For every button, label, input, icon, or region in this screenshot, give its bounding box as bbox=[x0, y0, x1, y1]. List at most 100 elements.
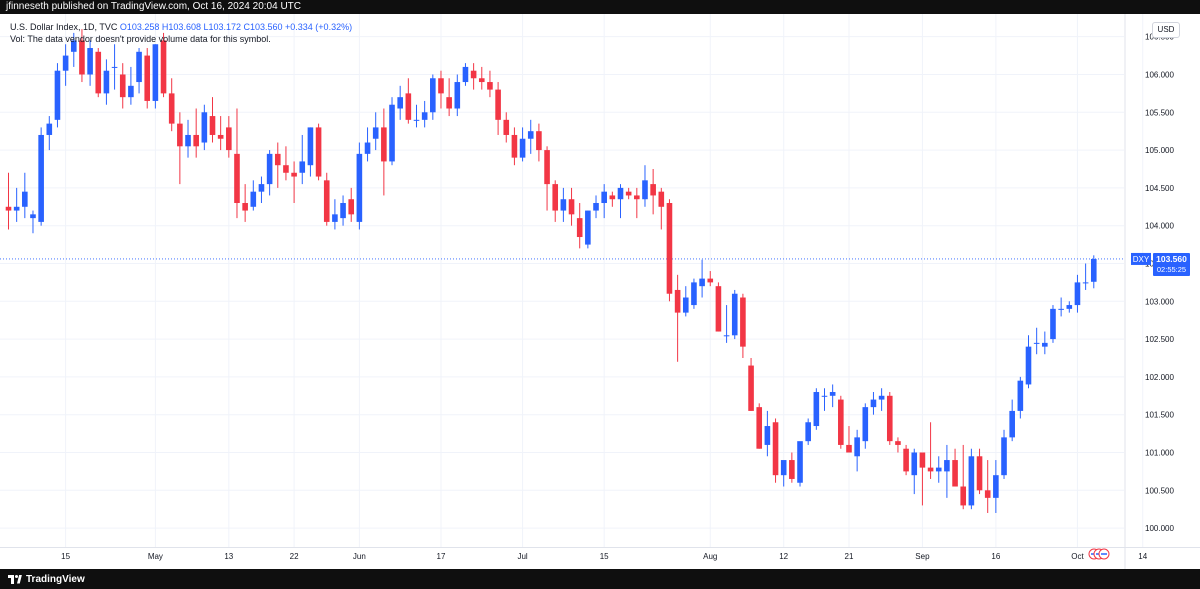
candle-body[interactable] bbox=[193, 134, 199, 147]
candle-body[interactable] bbox=[430, 78, 436, 113]
candle-body[interactable] bbox=[976, 456, 983, 491]
candle-body[interactable] bbox=[789, 460, 795, 479]
candle-body[interactable] bbox=[217, 134, 224, 139]
candle-body[interactable] bbox=[723, 335, 730, 337]
candle-body[interactable] bbox=[519, 138, 526, 158]
candle-body[interactable] bbox=[634, 195, 640, 200]
candle-body[interactable] bbox=[5, 206, 12, 211]
candle-body[interactable] bbox=[128, 85, 134, 98]
candle-body[interactable] bbox=[642, 180, 648, 200]
candle-body[interactable] bbox=[797, 441, 803, 483]
candle-body[interactable] bbox=[838, 399, 844, 445]
candle-body[interactable] bbox=[1050, 308, 1056, 340]
candle-body[interactable] bbox=[674, 289, 681, 313]
candle-body[interactable] bbox=[209, 116, 216, 135]
candle-body[interactable] bbox=[968, 456, 975, 506]
candle-body[interactable] bbox=[405, 93, 412, 120]
candle-body[interactable] bbox=[1066, 305, 1073, 309]
candle-body[interactable] bbox=[381, 127, 387, 162]
candle-body[interactable] bbox=[299, 161, 306, 173]
candle-body[interactable] bbox=[111, 66, 118, 68]
candle-body[interactable] bbox=[601, 191, 607, 204]
candle-body[interactable] bbox=[372, 127, 379, 139]
candle-body[interactable] bbox=[168, 93, 175, 124]
candle-body[interactable] bbox=[854, 437, 860, 457]
candle-body[interactable] bbox=[560, 199, 567, 211]
candle-body[interactable] bbox=[332, 214, 338, 222]
candle-body[interactable] bbox=[699, 278, 705, 287]
candle-body[interactable] bbox=[715, 286, 722, 332]
candle-body[interactable] bbox=[62, 55, 69, 71]
candle-body[interactable] bbox=[470, 70, 477, 79]
candle-body[interactable] bbox=[234, 153, 240, 204]
candle-body[interactable] bbox=[30, 214, 36, 219]
candle-body[interactable] bbox=[258, 184, 265, 192]
candle-body[interactable] bbox=[593, 203, 599, 211]
candle-body[interactable] bbox=[185, 134, 191, 147]
candle-body[interactable] bbox=[177, 123, 183, 147]
candle-body[interactable] bbox=[478, 78, 485, 83]
candle-body[interactable] bbox=[813, 392, 820, 427]
candle-body[interactable] bbox=[291, 172, 297, 177]
candle-body[interactable] bbox=[54, 70, 61, 120]
symbol-legend[interactable]: U.S. Dollar Index, 1D, TVC O103.258 H103… bbox=[10, 22, 352, 32]
candle-body[interactable] bbox=[1033, 342, 1040, 344]
candle-body[interactable] bbox=[658, 191, 665, 207]
candle-body[interactable] bbox=[919, 452, 926, 468]
candle-body[interactable] bbox=[870, 399, 877, 408]
candle-body[interactable] bbox=[144, 55, 151, 101]
candle-body[interactable] bbox=[22, 191, 28, 207]
candle-body[interactable] bbox=[70, 40, 77, 52]
candle-body[interactable] bbox=[878, 395, 885, 400]
candle-body[interactable] bbox=[895, 441, 901, 445]
candle-body[interactable] bbox=[323, 180, 330, 222]
candle-body[interactable] bbox=[1009, 410, 1015, 438]
candle-body[interactable] bbox=[740, 297, 746, 347]
candle-body[interactable] bbox=[201, 112, 208, 143]
candle-body[interactable] bbox=[511, 134, 518, 158]
candle-body[interactable] bbox=[536, 131, 542, 151]
candle-body[interactable] bbox=[576, 218, 583, 238]
candle-body[interactable] bbox=[748, 365, 754, 411]
candle-body[interactable] bbox=[862, 407, 869, 442]
candle-body[interactable] bbox=[821, 395, 828, 397]
candle-body[interactable] bbox=[454, 82, 461, 109]
candle-body[interactable] bbox=[829, 392, 836, 396]
candle-body[interactable] bbox=[666, 203, 673, 294]
candle-body[interactable] bbox=[119, 74, 126, 98]
candle-body[interactable] bbox=[927, 467, 934, 472]
candle-body[interactable] bbox=[993, 475, 999, 498]
candle-body[interactable] bbox=[438, 78, 444, 94]
candle-body[interactable] bbox=[609, 195, 616, 200]
candle-body[interactable] bbox=[911, 452, 918, 476]
currency-button[interactable]: USD bbox=[1152, 22, 1180, 38]
candle-body[interactable] bbox=[691, 282, 697, 306]
candle-body[interactable] bbox=[136, 51, 142, 83]
candle-body[interactable] bbox=[650, 184, 656, 196]
candle-body[interactable] bbox=[307, 127, 314, 166]
candle-body[interactable] bbox=[772, 422, 779, 476]
candle-body[interactable] bbox=[315, 127, 322, 177]
candle-body[interactable] bbox=[707, 278, 714, 283]
candle-body[interactable] bbox=[1025, 346, 1032, 385]
candle-body[interactable] bbox=[503, 119, 510, 135]
candle-body[interactable] bbox=[568, 199, 575, 215]
candle-body[interactable] bbox=[1082, 282, 1089, 284]
candle-body[interactable] bbox=[552, 184, 559, 211]
candle-body[interactable] bbox=[421, 112, 428, 120]
candle-body[interactable] bbox=[886, 395, 893, 442]
candle-body[interactable] bbox=[935, 467, 942, 472]
candle-body[interactable] bbox=[585, 210, 591, 245]
candle-body[interactable] bbox=[389, 104, 395, 162]
candle-body[interactable] bbox=[413, 119, 420, 121]
candle-body[interactable] bbox=[340, 203, 346, 219]
candle-body[interactable] bbox=[1090, 258, 1097, 282]
candle-body[interactable] bbox=[625, 191, 632, 196]
candle-body[interactable] bbox=[152, 44, 159, 101]
candle-body[interactable] bbox=[731, 293, 738, 336]
candle-body[interactable] bbox=[903, 448, 909, 472]
candle-body[interactable] bbox=[46, 123, 53, 135]
candle-body[interactable] bbox=[446, 97, 452, 109]
candle-body[interactable] bbox=[462, 66, 469, 83]
candle-body[interactable] bbox=[13, 206, 20, 211]
